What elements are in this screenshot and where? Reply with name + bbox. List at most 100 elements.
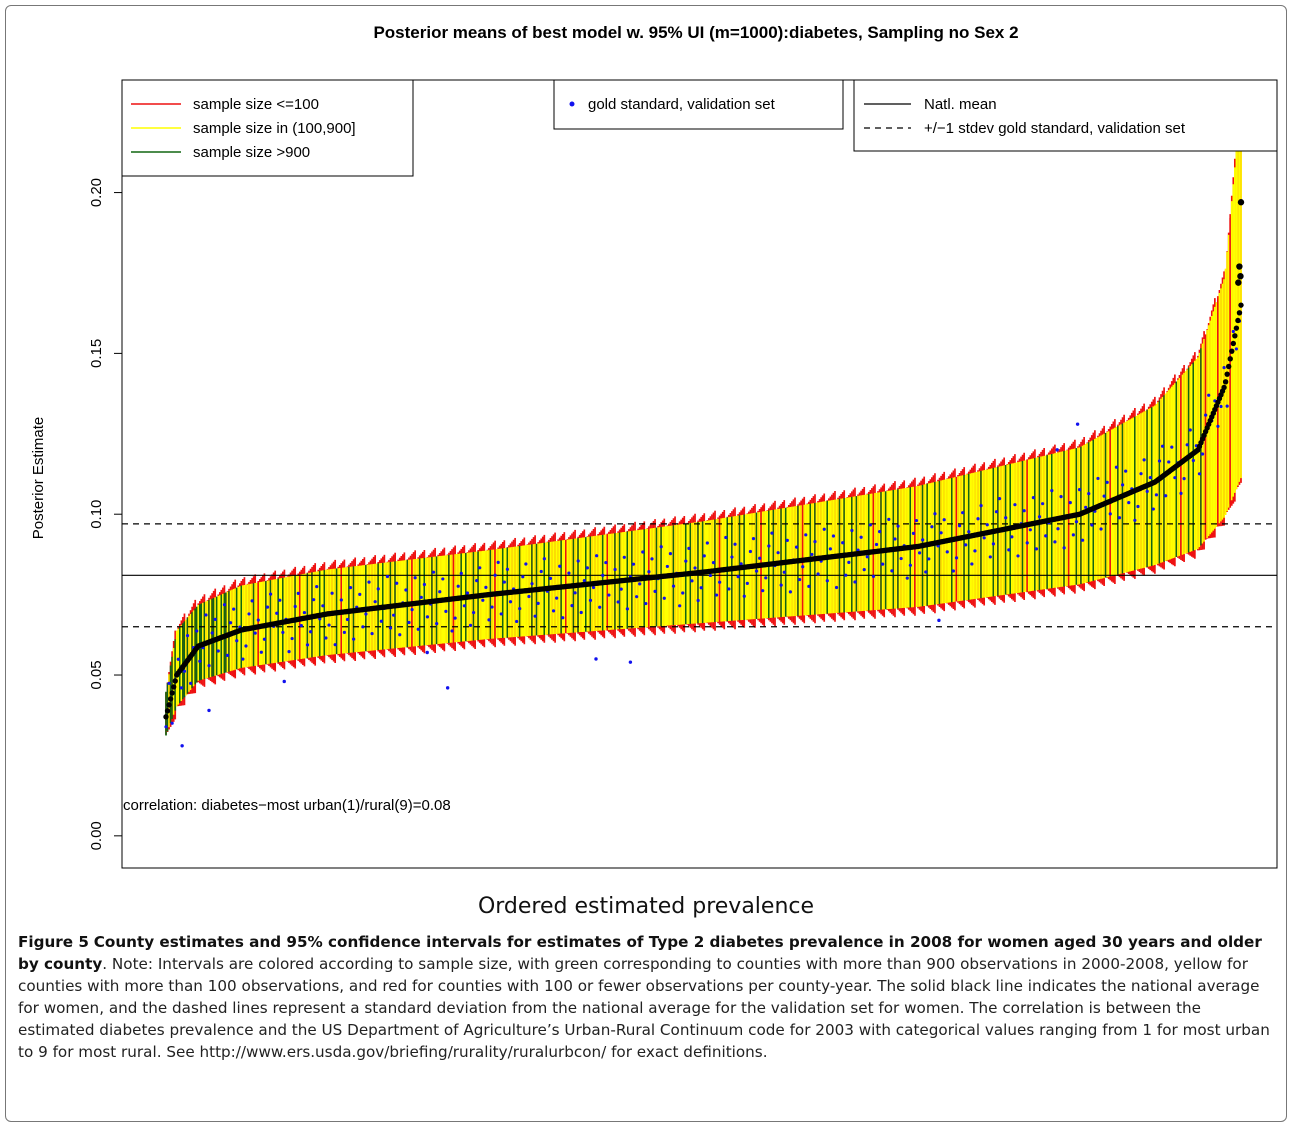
gold-standard-point [419,595,423,599]
gold-standard-point [751,537,756,541]
gold-standard-point [268,592,273,596]
gold-standard-point [312,598,316,602]
gold-standard-point [1080,538,1085,542]
gold-standard-point [622,555,626,559]
gold-standard-point [638,582,642,586]
gold-standard-point [785,538,789,542]
gold-standard-point [976,517,980,521]
gold-standard-point [761,589,765,593]
gold-standard-point [924,570,928,574]
posterior-mean-point [166,702,172,708]
gold-standard-point [1062,546,1066,550]
gold-standard-point [724,535,728,540]
gold-standard-point [1044,534,1048,538]
posterior-mean-point [1238,302,1244,308]
gold-standard-point [767,544,771,548]
gold-standard-point [961,511,965,515]
legend-sample-size: sample size <=100 sample size in (100,90… [121,79,414,177]
gold-standard-point [558,564,562,568]
gold-standard-point [407,620,411,625]
figure-caption: Figure 5 County estimates and 95% confid… [18,931,1274,1063]
gold-standard-point [330,591,334,595]
gold-standard-point [315,585,319,589]
posterior-mean-point [163,714,169,720]
gold-standard-point [1028,528,1032,532]
gold-standard-point [370,631,374,636]
posterior-mean-point [170,684,177,690]
gold-standard-point [345,617,350,622]
gold-standard-point [847,560,851,564]
gold-standard-point [967,530,971,534]
posterior-mean-point [164,708,171,714]
gold-standard-point [496,560,500,564]
gold-standard-point [644,601,648,606]
gold-standard-point [865,555,869,559]
gold-standard-point [705,541,709,545]
legend-box-gold-standard [553,79,844,130]
gold-standard-point [180,744,184,748]
posterior-mean-point [1236,310,1243,316]
gold-standard-point [207,664,211,668]
posterior-mean-point [169,690,175,696]
posterior-mean-point [1237,199,1245,206]
gold-standard-point [699,586,703,590]
posterior-mean-point [1230,340,1237,347]
gold-standard-point [825,579,829,583]
posterior-mean-point [1229,348,1235,354]
caption-label: Figure 5 [18,933,89,951]
gold-standard-point [1154,493,1159,497]
gold-standard-point [228,621,233,625]
posterior-mean-point [1224,371,1230,377]
gold-standard-point [487,618,491,622]
gold-standard-point [585,566,589,570]
gold-standard-point [914,518,919,523]
y-tick-label: 0.05 [88,660,105,689]
gold-standard-point [179,686,183,690]
gold-standard-point [278,598,282,602]
gold-standard-point [1102,494,1106,498]
gold-standard-point [358,592,362,596]
gold-standard-point [416,627,420,631]
gold-standard-point [441,577,445,581]
gold-standard-point [431,570,436,574]
gold-standard-point [868,523,872,527]
gold-standard-point [1108,512,1112,516]
gold-standard-point [727,587,731,591]
prevalence-chart: Posterior means of best model w. 95% UI … [30,23,1278,869]
gold-standard-point [1059,495,1063,499]
plot-area [122,95,1277,748]
gold-standard-point [198,659,202,663]
gold-standard-point [170,721,174,725]
gold-standard-point [1007,548,1011,552]
gold-standard-point [515,619,519,624]
gold-standard-point [665,564,669,569]
gold-standard-point [828,547,832,551]
gold-standard-point [259,650,263,654]
gold-standard-point [733,542,737,546]
posterior-mean-point [1235,317,1241,324]
gold-standard-point [945,550,949,554]
gold-standard-point [853,580,857,584]
gold-standard-point [1216,424,1220,428]
gold-standard-point [536,601,540,605]
gold-standard-point [954,556,959,560]
gold-standard-point [874,542,879,547]
gold-standard-point [1231,329,1235,334]
gold-standard-point [647,570,651,574]
gold-standard-point [937,618,941,623]
x-axis-label: Ordered estimated prevalence [477,894,815,919]
gold-standard-point [490,605,494,609]
gold-standard-point [1096,476,1100,481]
gold-standard-point [736,575,740,579]
gold-standard-point [595,554,599,558]
gold-standard-point [548,576,553,581]
gold-standard-point [631,562,636,566]
gold-standard-point [779,583,783,587]
gold-standard-point [185,634,190,638]
gold-standard-point [576,559,580,563]
gold-standard-point [939,531,943,535]
gold-standard-point [164,725,168,729]
gold-standard-point [594,657,598,661]
posterior-mean-point [1233,325,1240,331]
gold-standard-point [1075,422,1080,426]
